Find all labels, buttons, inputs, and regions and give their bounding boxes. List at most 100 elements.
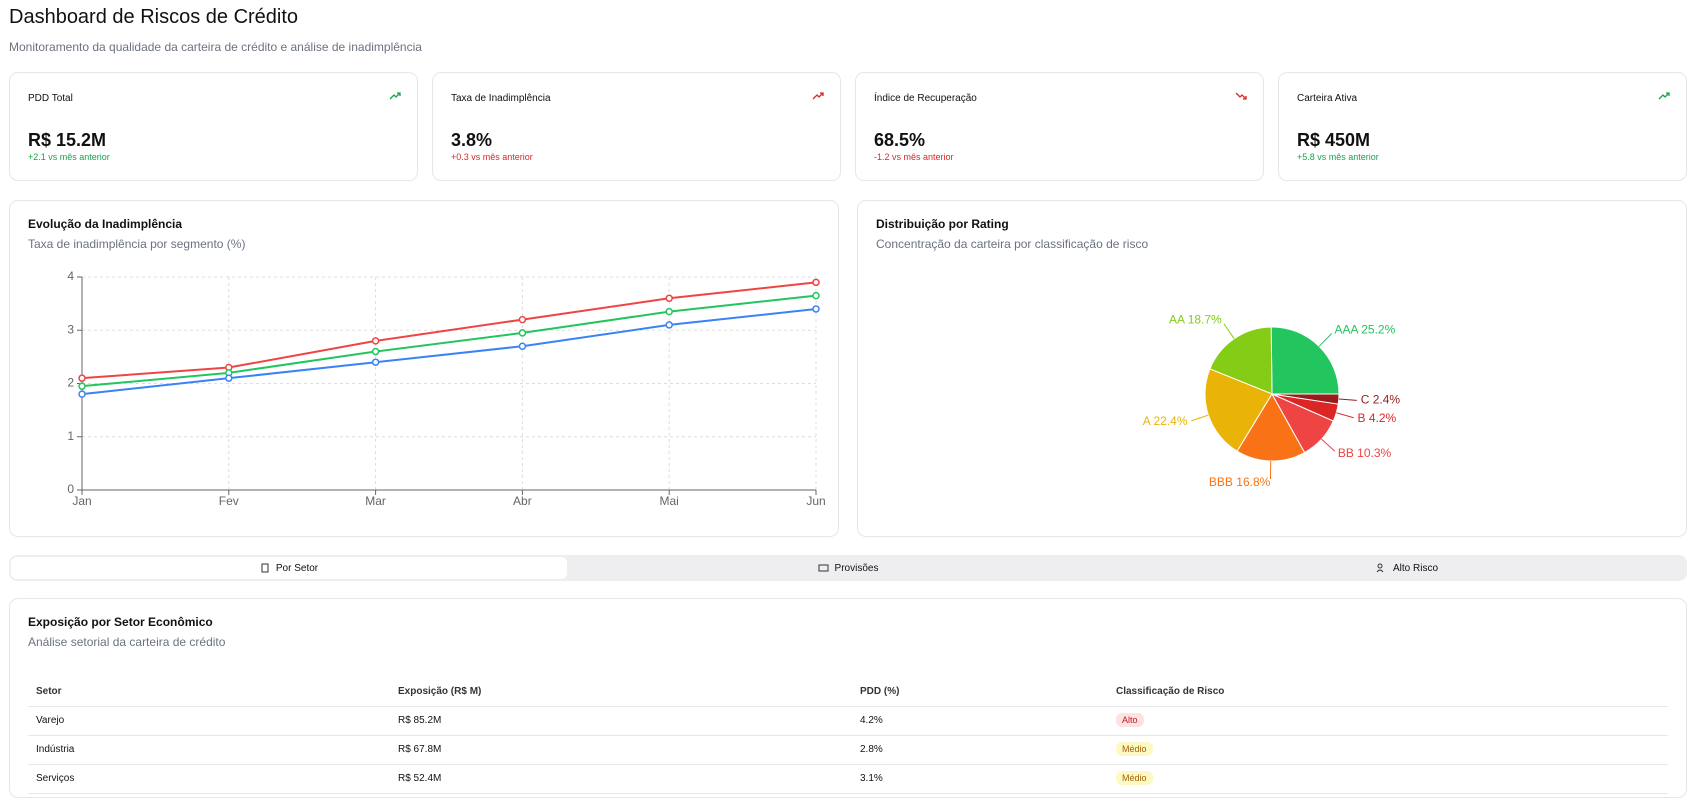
x-tick-label: Abr bbox=[513, 494, 532, 508]
kpi-value: R$ 15.2M bbox=[28, 130, 106, 151]
label-line bbox=[1191, 415, 1208, 421]
tab[interactable]: Por Setor bbox=[11, 557, 567, 579]
slice-value: 16.8% bbox=[1236, 475, 1270, 489]
slice-label: B 4.2% bbox=[1357, 411, 1396, 425]
table-title: Exposição por Setor Econômico bbox=[28, 615, 213, 629]
risk-badge: Alto bbox=[1116, 713, 1144, 727]
kpi-title: PDD Total bbox=[28, 93, 73, 104]
cell: 4.2% bbox=[852, 706, 1108, 735]
slice-label: AA 18.7% bbox=[1169, 313, 1222, 327]
data-point bbox=[79, 391, 85, 397]
trend-icon bbox=[812, 91, 824, 101]
kpi-value: R$ 450M bbox=[1297, 130, 1370, 151]
cell: Serviços bbox=[28, 764, 390, 793]
slice-label: AAA 25.2% bbox=[1335, 323, 1396, 337]
cell: R$ 52.4M bbox=[390, 764, 852, 793]
line-series bbox=[82, 296, 816, 387]
kpi-note: +5.8 vs mês anterior bbox=[1297, 152, 1379, 162]
x-tick-label: Mai bbox=[660, 494, 679, 508]
label-line bbox=[1224, 324, 1234, 339]
tab-label: Provisões bbox=[835, 563, 879, 574]
slice-category: AA bbox=[1169, 313, 1185, 327]
kpi-title: Taxa de Inadimplência bbox=[451, 93, 551, 104]
data-point bbox=[519, 343, 525, 349]
y-tick-label: 4 bbox=[67, 269, 74, 283]
cell: R$ 85.2M bbox=[390, 706, 852, 735]
tab-label: Alto Risco bbox=[1393, 563, 1438, 574]
label-line bbox=[1322, 439, 1335, 451]
tab-icon bbox=[818, 563, 829, 573]
trend-icon bbox=[1235, 91, 1247, 101]
tab-icon bbox=[260, 563, 270, 573]
slice-category: AAA bbox=[1335, 323, 1359, 337]
slice-label: A 22.4% bbox=[1143, 414, 1188, 428]
data-point bbox=[373, 349, 379, 355]
tab-bar: Por Setor Provisões Alto Risco bbox=[9, 555, 1687, 581]
slice-label: BBB 16.8% bbox=[1209, 475, 1271, 489]
slice-category: A bbox=[1143, 414, 1151, 428]
tab[interactable]: Provisões bbox=[570, 557, 1126, 579]
kpi-card: Carteira Ativa R$ 450M +5.8 vs mês anter… bbox=[1278, 72, 1687, 181]
data-point bbox=[666, 309, 672, 315]
x-tick-label: Jun bbox=[806, 494, 825, 508]
th: PDD (%) bbox=[852, 677, 1108, 706]
pie-chart: AAA 25.2%AA 18.7%A 22.4%BBB 16.8%BB 10.3… bbox=[858, 201, 1686, 536]
slice-value: 18.7% bbox=[1188, 313, 1222, 327]
kpi-note: +2.1 vs mês anterior bbox=[28, 152, 110, 162]
tab[interactable]: Alto Risco bbox=[1129, 557, 1685, 579]
cell: Varejo bbox=[28, 706, 390, 735]
kpi-card: PDD Total R$ 15.2M +2.1 vs mês anterior bbox=[9, 72, 418, 181]
line-chart-card: Evolução da Inadimplência Taxa de inadim… bbox=[9, 200, 839, 537]
slice-category: C bbox=[1361, 393, 1370, 407]
kpi-value: 68.5% bbox=[874, 130, 925, 151]
tab-icon bbox=[1376, 563, 1387, 573]
data-point bbox=[79, 375, 85, 381]
slice-category: BB bbox=[1338, 446, 1354, 460]
data-point bbox=[519, 317, 525, 323]
data-point bbox=[519, 330, 525, 336]
label-line bbox=[1319, 334, 1332, 347]
th: Exposição (R$ M) bbox=[390, 677, 852, 706]
y-tick-label: 3 bbox=[67, 322, 74, 336]
table-card: Exposição por Setor Econômico Análise se… bbox=[9, 598, 1687, 798]
slice-value: 4.2% bbox=[1369, 411, 1397, 425]
y-tick-label: 1 bbox=[67, 429, 74, 443]
kpi-value: 3.8% bbox=[451, 130, 492, 151]
cell: 2.8% bbox=[852, 735, 1108, 764]
slice-value: 25.2% bbox=[1361, 323, 1395, 337]
data-point bbox=[813, 293, 819, 299]
data-point bbox=[79, 383, 85, 389]
kpi-title: Carteira Ativa bbox=[1297, 93, 1357, 104]
data-point bbox=[813, 279, 819, 285]
data-point bbox=[666, 322, 672, 328]
y-tick-label: 2 bbox=[67, 376, 74, 390]
cell: Indústria bbox=[28, 735, 390, 764]
risk-badge: Médio bbox=[1116, 742, 1153, 756]
slice-label: C 2.4% bbox=[1361, 393, 1401, 407]
slice-value: 2.4% bbox=[1373, 393, 1401, 407]
kpi-card: Índice de Recuperação 68.5% -1.2 vs mês … bbox=[855, 72, 1264, 181]
kpi-note: +0.3 vs mês anterior bbox=[451, 152, 533, 162]
tab-label: Por Setor bbox=[276, 563, 318, 574]
label-line bbox=[1339, 399, 1357, 400]
data-point bbox=[373, 359, 379, 365]
trend-icon bbox=[389, 91, 401, 101]
th: Classificação de Risco bbox=[1108, 677, 1668, 706]
slice-category: BBB bbox=[1209, 475, 1233, 489]
data-point bbox=[373, 338, 379, 344]
slice-value: 10.3% bbox=[1357, 446, 1391, 460]
trend-icon bbox=[1658, 91, 1670, 101]
risk-badge: Médio bbox=[1116, 771, 1153, 785]
slice-label: BB 10.3% bbox=[1338, 446, 1392, 460]
line-series bbox=[82, 309, 816, 394]
pie-chart-card: Distribuição por Rating Concentração da … bbox=[857, 200, 1687, 537]
cell: R$ 67.8M bbox=[390, 735, 852, 764]
page-subtitle: Monitoramento da qualidade da carteira d… bbox=[9, 40, 422, 54]
kpi-card: Taxa de Inadimplência 3.8% +0.3 vs mês a… bbox=[432, 72, 841, 181]
page-title: Dashboard de Riscos de Crédito bbox=[9, 6, 298, 29]
